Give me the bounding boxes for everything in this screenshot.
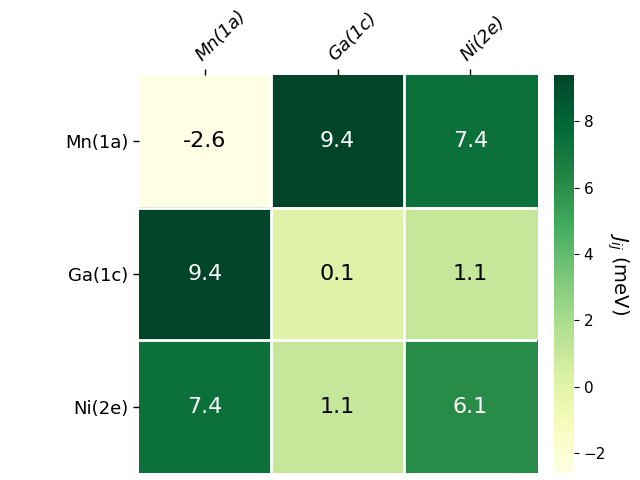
Text: 9.4: 9.4	[320, 131, 355, 151]
Text: -2.6: -2.6	[183, 131, 227, 151]
Text: 7.4: 7.4	[452, 131, 488, 151]
Text: 1.1: 1.1	[452, 264, 488, 284]
Text: 1.1: 1.1	[320, 396, 355, 417]
Text: 7.4: 7.4	[188, 396, 223, 417]
Text: 6.1: 6.1	[452, 396, 488, 417]
Y-axis label: $J_{ij}$ (meV): $J_{ij}$ (meV)	[605, 232, 631, 315]
Text: 9.4: 9.4	[188, 264, 223, 284]
Text: 0.1: 0.1	[320, 264, 355, 284]
